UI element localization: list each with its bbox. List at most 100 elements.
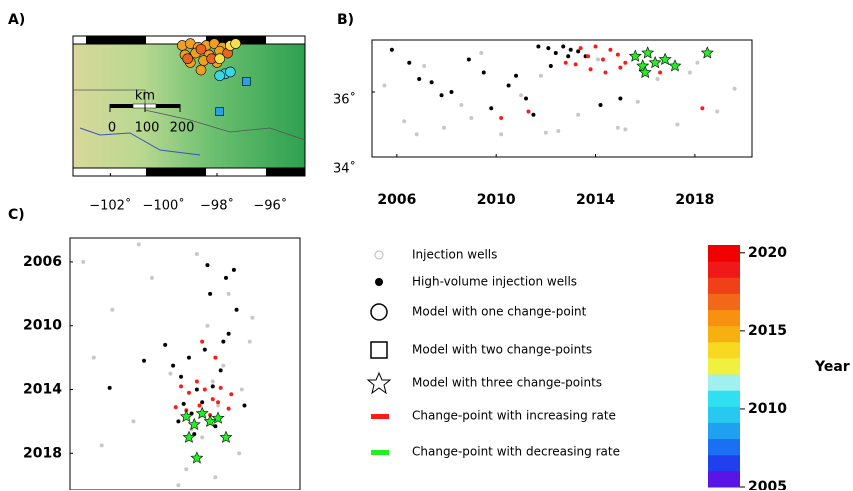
marker (197, 407, 208, 418)
marker (569, 48, 573, 52)
marker (227, 407, 231, 411)
marker (382, 84, 386, 88)
marker (203, 388, 207, 392)
marker (227, 292, 231, 296)
marker (196, 44, 206, 54)
colorbar-segment (708, 390, 740, 407)
marker (183, 54, 193, 64)
colorbar-tick-label: 2015 (748, 323, 787, 339)
colorbar-segment (708, 374, 740, 391)
marker (616, 126, 620, 130)
marker (205, 324, 209, 328)
marker (110, 308, 114, 312)
legend-label: Change-point with increasing rate (412, 409, 616, 423)
marker (237, 451, 241, 455)
marker (589, 67, 593, 71)
figure: A)−102˚−100˚−98˚−96˚km0100200B)200620102… (0, 0, 853, 490)
marker (596, 58, 600, 62)
colorbar-segment (708, 342, 740, 359)
colorbar-segment (708, 455, 740, 472)
marker (467, 58, 471, 62)
x-tick-label: 2018 (675, 192, 714, 208)
marker (225, 67, 235, 77)
marker (205, 263, 209, 267)
page: A)−102˚−100˚−98˚−96˚km0100200B)200620102… (0, 0, 853, 490)
marker (196, 65, 206, 75)
panel-c-frame (70, 238, 300, 490)
marker (574, 62, 578, 66)
marker (499, 132, 503, 136)
colorbar-segment (708, 439, 740, 456)
scale-tick-label: 100 (135, 121, 160, 136)
marker (248, 340, 252, 344)
marker (524, 97, 528, 101)
marker (598, 103, 602, 107)
marker (415, 132, 419, 136)
marker (220, 431, 231, 442)
marker (586, 54, 590, 58)
marker (182, 402, 186, 406)
marker (675, 123, 679, 127)
marker (232, 268, 236, 272)
marker (658, 71, 662, 75)
colorbar-segment (708, 358, 740, 375)
marker (564, 61, 568, 65)
marker (179, 375, 183, 379)
colorbar-tick-label: 2010 (748, 401, 787, 417)
marker (459, 103, 463, 107)
marker (636, 100, 640, 104)
marker (531, 113, 535, 117)
marker (649, 57, 660, 68)
legend-label: Model with three change-points (412, 376, 602, 390)
colorbar-segment (708, 326, 740, 343)
marker (229, 392, 233, 396)
marker (184, 467, 188, 471)
marker (554, 51, 558, 55)
marker (100, 443, 104, 447)
marker (189, 419, 201, 430)
marker (539, 74, 543, 78)
marker (422, 64, 426, 68)
marker (479, 51, 483, 55)
marker (618, 66, 622, 70)
colorbar-segment (708, 261, 740, 278)
marker (195, 380, 199, 384)
marker (92, 356, 96, 360)
marker (603, 71, 607, 75)
marker (642, 47, 653, 58)
marker (215, 54, 225, 64)
legend-label: Change-point with decreasing rate (412, 445, 620, 459)
marker (219, 386, 223, 390)
marker (430, 80, 434, 84)
marker (200, 435, 204, 439)
marker (215, 71, 225, 81)
marker (688, 71, 692, 75)
marker (616, 53, 620, 57)
marker (536, 45, 540, 49)
marker (546, 46, 550, 50)
legend (368, 251, 390, 455)
marker (174, 405, 178, 409)
y-tick-label: 34˚ (333, 161, 356, 177)
marker (623, 61, 627, 65)
marker (514, 74, 518, 78)
marker (715, 110, 719, 114)
panel-label: B) (337, 12, 354, 28)
marker (213, 424, 217, 428)
scale-label: km (135, 89, 155, 104)
marker (561, 45, 565, 49)
marker (544, 131, 548, 135)
colorbar-segment (708, 471, 740, 488)
marker (176, 419, 180, 423)
marker (242, 77, 250, 85)
marker (618, 97, 622, 101)
marker (390, 48, 394, 52)
marker (187, 391, 191, 395)
marker (449, 90, 453, 94)
scale-tick-label: 200 (170, 121, 195, 136)
marker (417, 77, 421, 81)
marker (566, 54, 570, 58)
legend-label: Model with two change-points (412, 343, 592, 357)
marker (216, 108, 224, 116)
marker (526, 110, 530, 114)
